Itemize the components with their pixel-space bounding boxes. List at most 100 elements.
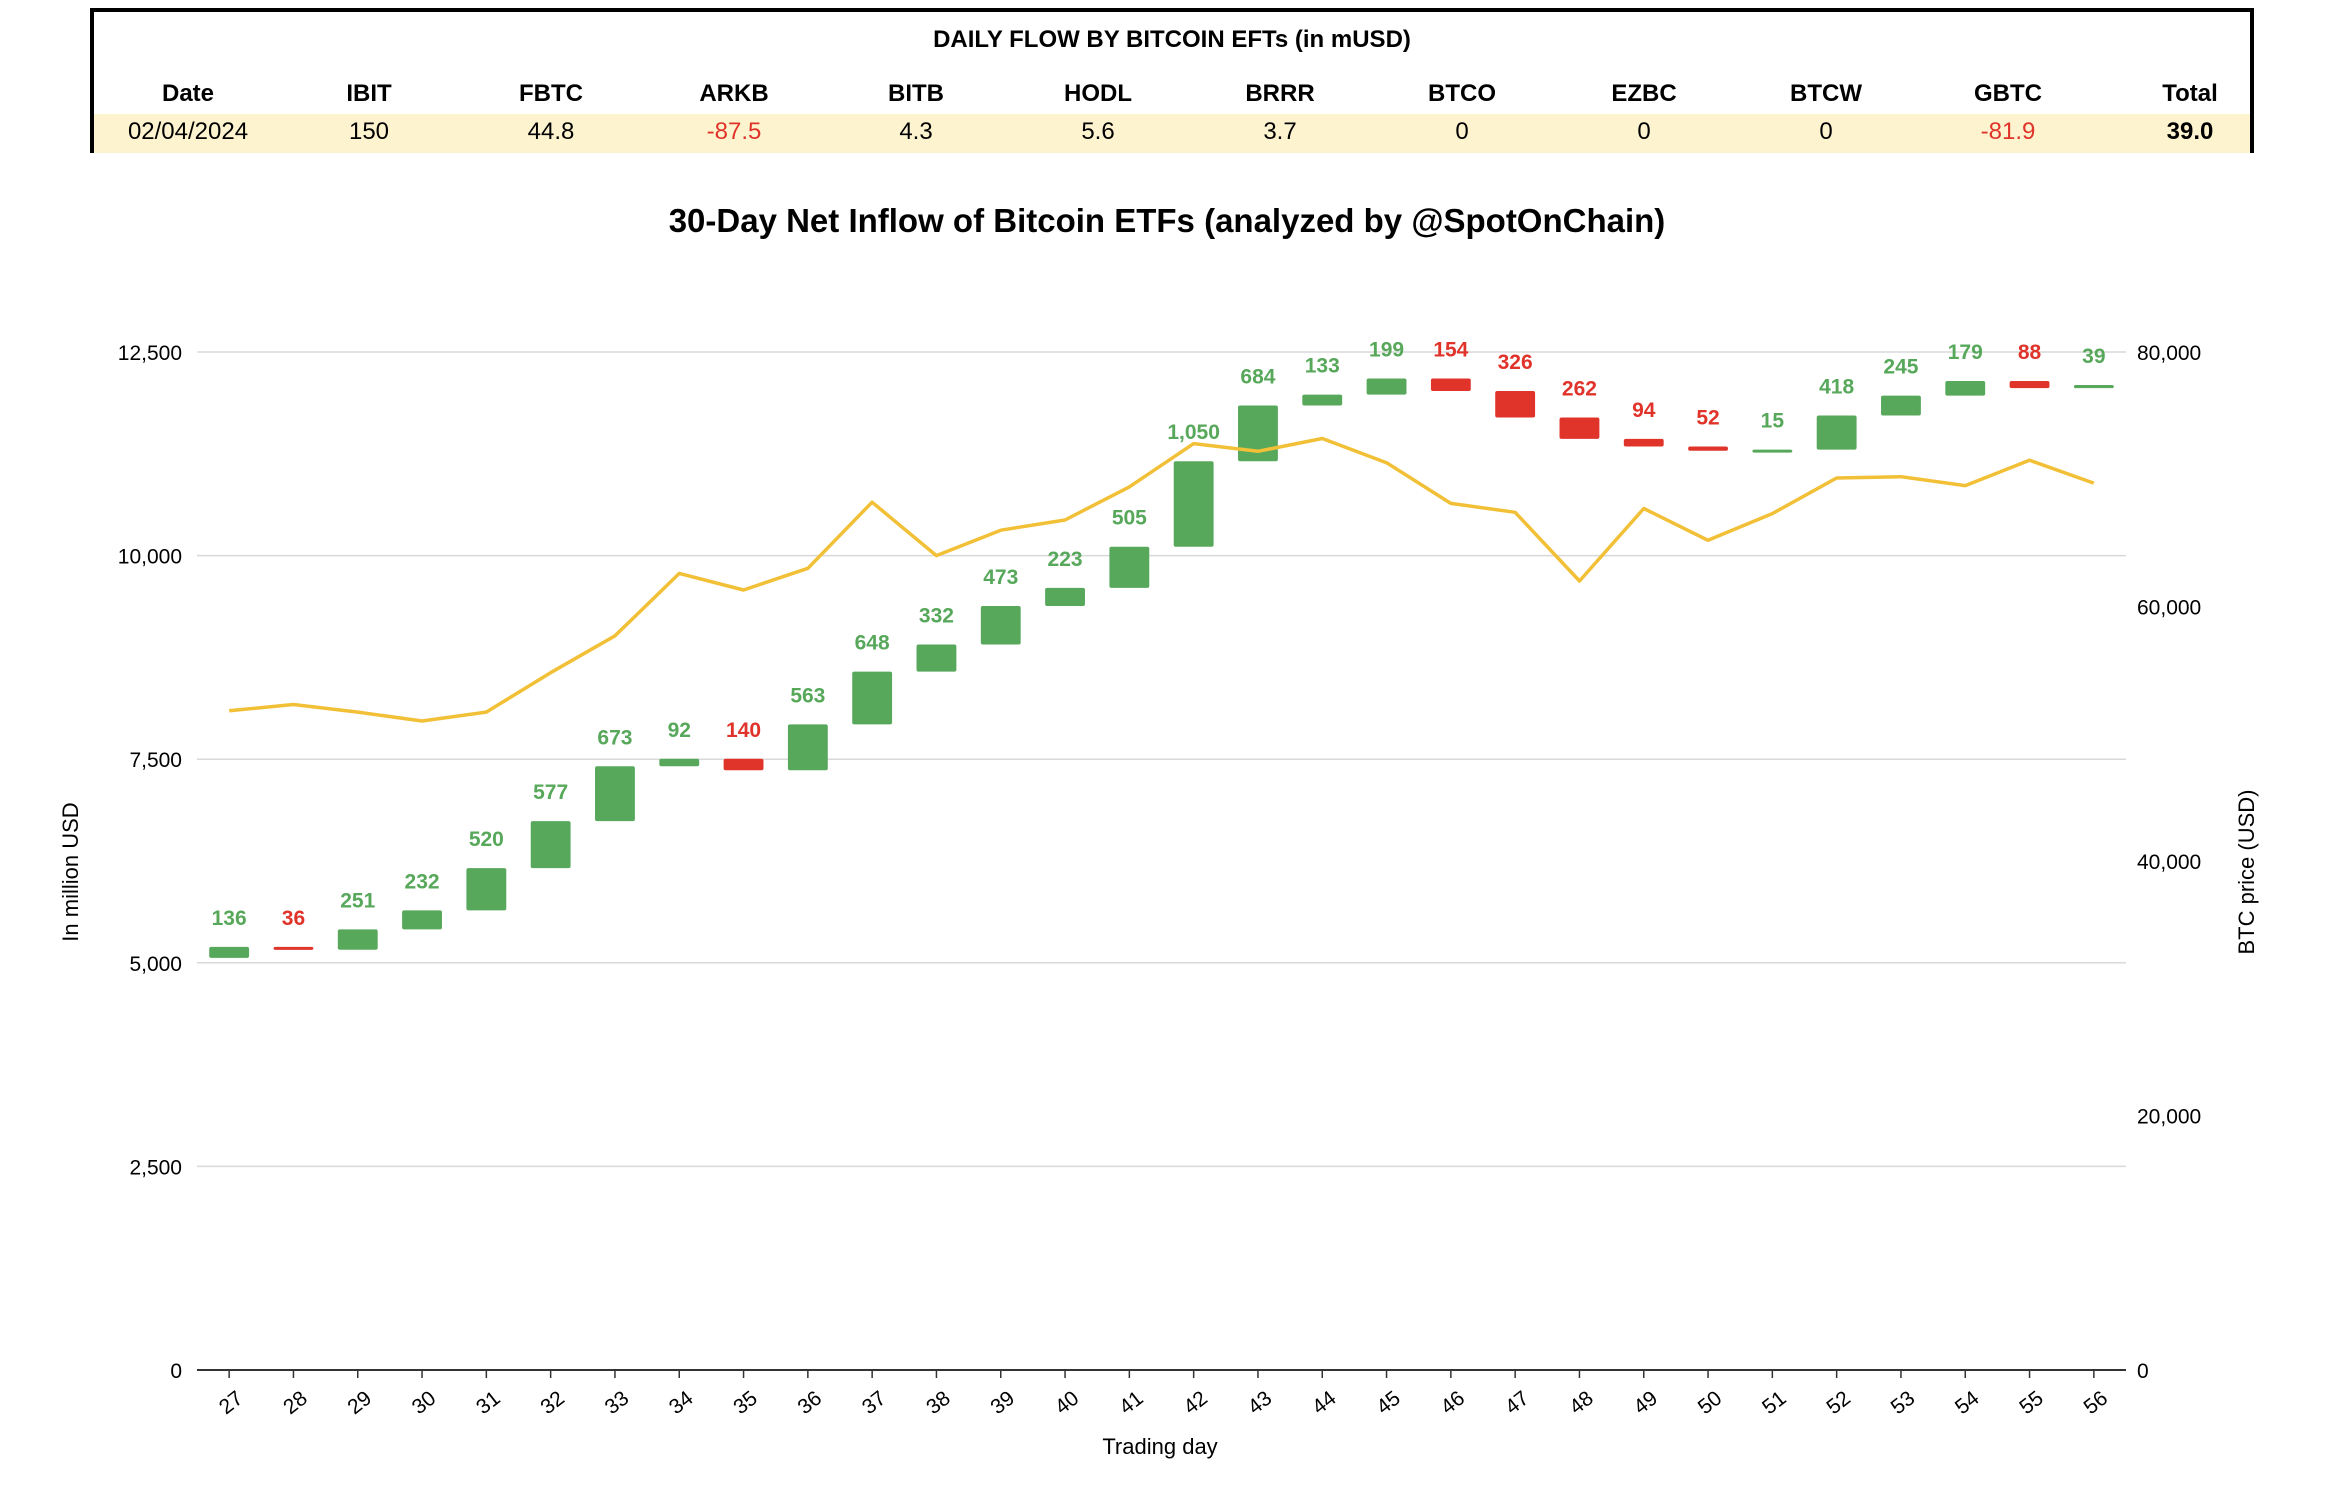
flow-bar xyxy=(466,868,507,911)
table-cell-bitb: 4.3 xyxy=(899,118,933,145)
x-tick-label: 53 xyxy=(1887,1387,1920,1420)
y-axis-title: In million USD xyxy=(58,802,83,941)
column-header-arkb: ARKB xyxy=(699,80,769,107)
y2-axis-title: BTC price (USD) xyxy=(2234,789,2259,954)
column-header-fbtc: FBTC xyxy=(519,80,583,107)
flow-label: 505 xyxy=(1112,507,1147,530)
x-tick-label: 43 xyxy=(1244,1387,1277,1420)
y-tick-label: 10,000 xyxy=(118,546,182,569)
y2-tick-label: 40,000 xyxy=(2137,851,2201,874)
flow-label: 332 xyxy=(919,605,954,628)
table-row-highlight xyxy=(94,114,2250,153)
flow-label: 262 xyxy=(1562,378,1597,401)
x-tick-label: 45 xyxy=(1372,1387,1405,1420)
table-title: DAILY FLOW BY BITCOIN EFTs (in mUSD) xyxy=(933,26,1411,53)
y-tick-label: 5,000 xyxy=(129,953,182,976)
x-tick-label: 28 xyxy=(279,1387,312,1420)
flow-label: 199 xyxy=(1369,338,1404,361)
x-tick-label: 38 xyxy=(922,1387,955,1420)
table-cell-ibit: 150 xyxy=(348,118,390,145)
flow-bar xyxy=(1302,394,1343,406)
table-cell-gbtc: -81.9 xyxy=(1980,118,2036,145)
flow-label: 232 xyxy=(405,870,440,893)
x-tick-label: 42 xyxy=(1179,1387,1212,1420)
y2-tick-label: 60,000 xyxy=(2137,597,2201,620)
table-cell-hodl: 5.6 xyxy=(1081,118,1115,145)
flow-label: 88 xyxy=(2018,341,2042,364)
x-tick-label: 54 xyxy=(1951,1386,1984,1419)
table-cell-date: 02/04/2024 xyxy=(127,118,249,145)
flow-bar xyxy=(1173,461,1214,547)
y-tick-label: 0 xyxy=(170,1360,182,1383)
flow-label: 179 xyxy=(1948,341,1983,364)
flow-label: 418 xyxy=(1819,376,1854,399)
column-header-ibit: IBIT xyxy=(346,80,392,107)
flow-bar xyxy=(1366,378,1407,395)
flow-bar xyxy=(1045,587,1085,607)
flow-bar xyxy=(1623,438,1664,447)
flow-label: 36 xyxy=(282,907,305,930)
flow-bar xyxy=(1752,449,1793,453)
flow-bar xyxy=(530,821,571,869)
x-tick-label: 51 xyxy=(1758,1387,1791,1420)
x-tick-label: 27 xyxy=(215,1387,248,1420)
flow-label: 52 xyxy=(1696,407,1719,430)
table-cell-btcw: 0 xyxy=(1819,118,1833,145)
btc-price-polyline xyxy=(229,436,2095,723)
y-tick-label: 7,500 xyxy=(129,749,182,772)
flow-label: 136 xyxy=(212,907,247,930)
flow-bar xyxy=(1430,378,1471,392)
flow-bar xyxy=(402,910,442,930)
flow-bar xyxy=(2073,384,2114,389)
flow-bar xyxy=(1495,391,1536,418)
x-tick-label: 37 xyxy=(858,1387,891,1420)
btc-price-line xyxy=(229,436,2095,723)
flow-bar xyxy=(1109,546,1150,588)
flow-bar xyxy=(1881,395,1921,416)
x-tick-label: 55 xyxy=(2015,1387,2048,1420)
x-tick-label: 33 xyxy=(601,1387,634,1420)
flow-bar xyxy=(1688,446,1728,451)
flow-bar xyxy=(723,758,764,771)
column-header-btcw: BTCW xyxy=(1790,80,1862,107)
flow-bar xyxy=(1816,415,1857,450)
flow-bar xyxy=(337,929,378,950)
x-tick-label: 41 xyxy=(1115,1387,1148,1420)
flow-label: 520 xyxy=(469,828,504,851)
flow-bar xyxy=(852,671,893,725)
x-tick-label: 52 xyxy=(1822,1387,1855,1420)
flow-label: 1,050 xyxy=(1167,421,1220,444)
x-tick-label: 32 xyxy=(536,1387,569,1420)
column-header-brrr: BRRR xyxy=(1245,80,1315,107)
x-tick-label: 34 xyxy=(665,1386,698,1419)
flow-bar xyxy=(1559,417,1600,439)
flow-label: 92 xyxy=(668,719,691,742)
flow-bar xyxy=(1238,405,1278,462)
flow-labels: 136 36 251 232 520 577 673 92 140 563 648 332 473 223… xyxy=(212,338,2106,929)
column-header-btco: BTCO xyxy=(1428,80,1496,107)
x-tick-label: 36 xyxy=(794,1387,827,1420)
table-cell-brrr: 3.7 xyxy=(1263,118,1297,145)
x-tick-label: 47 xyxy=(1501,1387,1534,1420)
table-cell-arkb: -87.5 xyxy=(706,118,762,145)
flow-label: 563 xyxy=(790,684,825,707)
flow-label: 223 xyxy=(1048,548,1083,571)
flow-label: 684 xyxy=(1240,366,1275,389)
table-cell-total: 39.0 xyxy=(2166,118,2214,145)
x-tick-label: 29 xyxy=(343,1387,376,1420)
x-tick-label: 49 xyxy=(1629,1387,1662,1420)
flow-bar xyxy=(2009,380,2050,389)
flow-label: 133 xyxy=(1305,355,1340,378)
flow-label: 577 xyxy=(533,781,568,804)
column-header-bitb: BITB xyxy=(888,80,944,107)
column-header-ezbc: EZBC xyxy=(1611,80,1677,107)
x-tick-label: 35 xyxy=(729,1387,762,1420)
flow-bar xyxy=(209,946,250,958)
column-header-total: Total xyxy=(2162,80,2218,107)
flow-bar xyxy=(273,946,314,950)
flow-bars xyxy=(209,378,2114,958)
flow-bar xyxy=(916,644,957,672)
flow-label: 648 xyxy=(855,632,890,655)
x-axis-title: Trading day xyxy=(1102,1434,1217,1459)
y2-tick-label: 80,000 xyxy=(2137,342,2201,365)
